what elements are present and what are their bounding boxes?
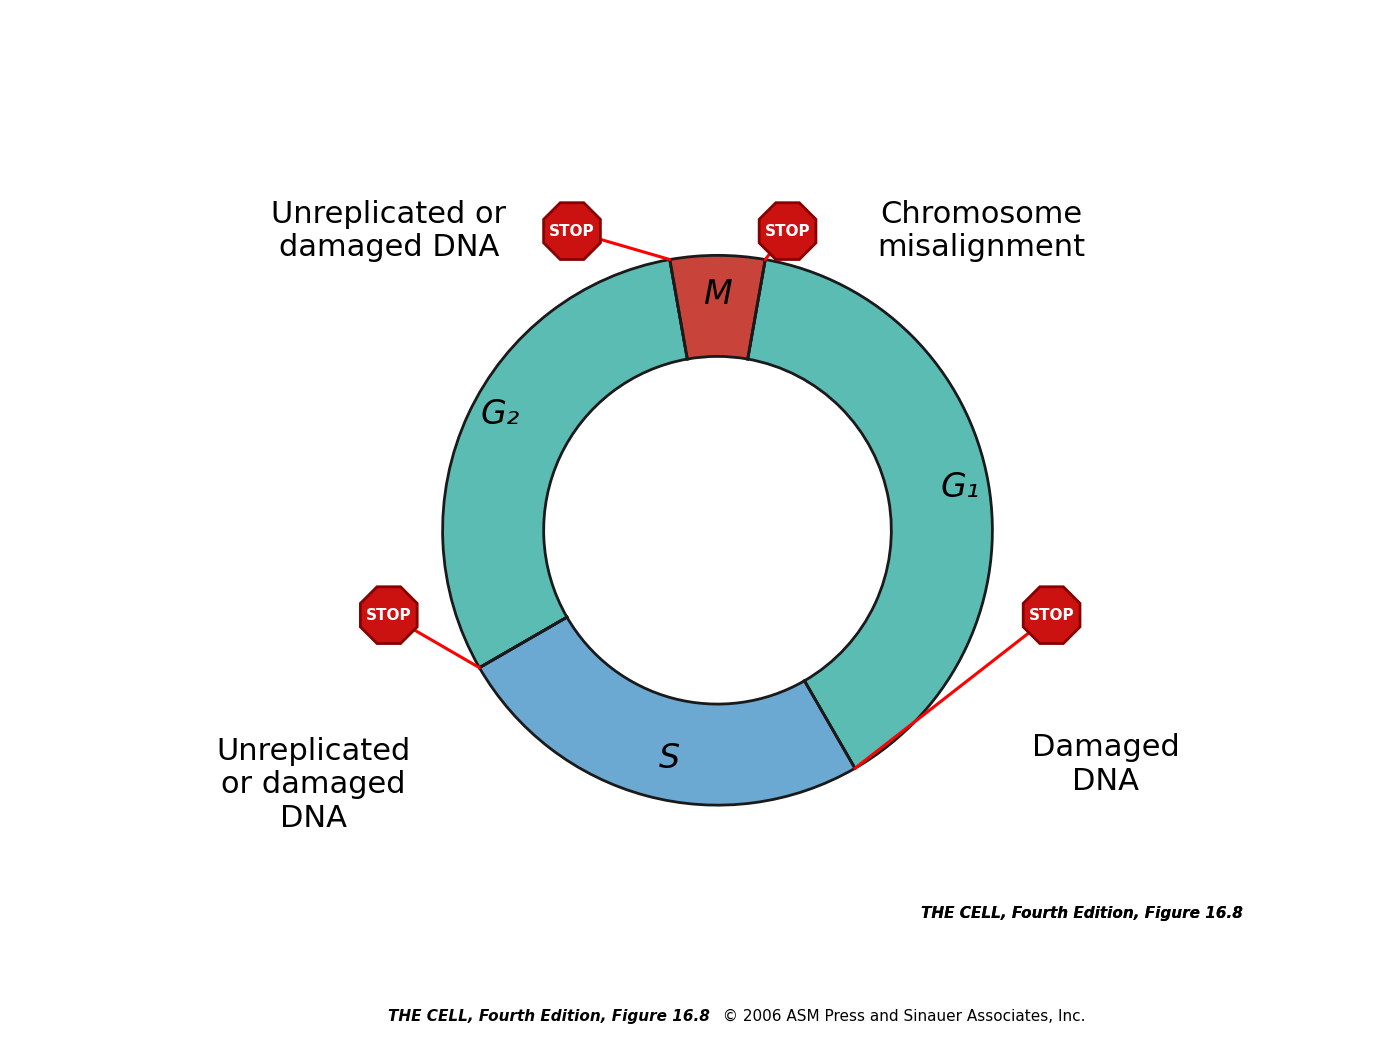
Polygon shape — [1023, 587, 1079, 644]
Text: THE CELL, Fourth Edition, Figure 16.8: THE CELL, Fourth Edition, Figure 16.8 — [921, 905, 1242, 921]
Text: Chromosome
misalignment: Chromosome misalignment — [878, 200, 1085, 262]
Text: STOP: STOP — [549, 224, 595, 238]
Polygon shape — [543, 203, 601, 259]
Text: Unreplicated
or damaged
DNA: Unreplicated or damaged DNA — [216, 737, 410, 833]
Text: STOP: STOP — [1029, 608, 1074, 623]
Text: STOP: STOP — [365, 608, 412, 623]
Polygon shape — [360, 587, 417, 644]
Text: © 2006 ASM Press and Sinauer Associates, Inc.: © 2006 ASM Press and Sinauer Associates,… — [713, 1009, 1085, 1024]
Wedge shape — [748, 259, 993, 769]
Text: M: M — [703, 277, 732, 311]
Wedge shape — [669, 255, 766, 359]
Text: G₂: G₂ — [480, 398, 519, 430]
Wedge shape — [479, 617, 855, 805]
Text: THE CELL, Fourth Edition, Figure 16.8: THE CELL, Fourth Edition, Figure 16.8 — [921, 905, 1242, 921]
Text: S: S — [658, 741, 679, 775]
Text: G₁: G₁ — [941, 471, 980, 504]
Polygon shape — [759, 203, 816, 259]
Text: STOP: STOP — [764, 224, 811, 238]
Text: Damaged
DNA: Damaged DNA — [1032, 733, 1179, 796]
Text: Unreplicated or
damaged DNA: Unreplicated or damaged DNA — [272, 200, 507, 262]
Text: THE CELL, Fourth Edition, Figure 16.8: THE CELL, Fourth Edition, Figure 16.8 — [388, 1009, 710, 1024]
Wedge shape — [442, 259, 687, 668]
